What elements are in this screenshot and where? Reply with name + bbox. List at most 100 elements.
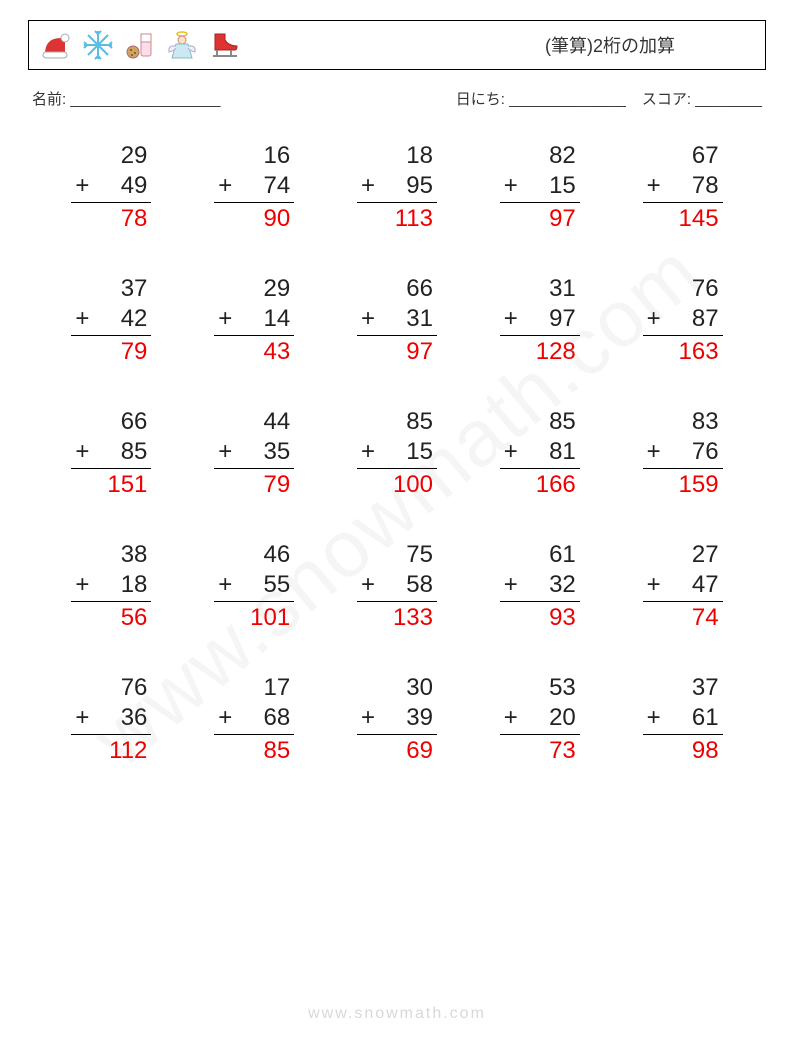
addend-bottom: 81: [549, 437, 580, 467]
problem: 67+78145: [643, 141, 723, 234]
problem: 76+87163: [643, 274, 723, 367]
problem: 37+6198: [643, 673, 723, 766]
addend-top: 37: [121, 274, 152, 304]
addend-bottom-row: +18: [71, 570, 151, 602]
name-label: 名前:: [32, 91, 66, 108]
addend-top: 30: [406, 673, 437, 703]
addend-bottom-row: +61: [643, 703, 723, 735]
problem: 76+36112: [71, 673, 151, 766]
problem: 46+55101: [214, 540, 294, 633]
operator: +: [643, 570, 661, 600]
addend-bottom-row: +81: [500, 437, 580, 469]
addend-bottom-row: +49: [71, 171, 151, 203]
date-field: 日にち: ______________: [456, 88, 626, 109]
addend-top: 76: [692, 274, 723, 304]
name-field: 名前: __________________: [32, 88, 221, 109]
problem: 85+81166: [500, 407, 580, 500]
operator: +: [214, 304, 232, 334]
addend-bottom-row: +14: [214, 304, 294, 336]
addend-top: 83: [692, 407, 723, 437]
problem: 66+3197: [357, 274, 437, 367]
addend-bottom-row: +68: [214, 703, 294, 735]
operator: +: [214, 171, 232, 201]
addend-bottom: 15: [549, 171, 580, 201]
addend-bottom: 32: [549, 570, 580, 600]
addend-bottom-row: +97: [500, 304, 580, 336]
addend-bottom: 42: [121, 304, 152, 334]
addend-bottom-row: +58: [357, 570, 437, 602]
answer: 56: [121, 602, 152, 633]
problem: 31+97128: [500, 274, 580, 367]
addend-top: 66: [406, 274, 437, 304]
addend-bottom: 61: [692, 703, 723, 733]
answer: 97: [549, 203, 580, 234]
addend-top: 44: [263, 407, 294, 437]
score-line: ________: [695, 91, 762, 108]
addend-top: 37: [692, 673, 723, 703]
answer: 69: [406, 735, 437, 766]
addend-bottom: 55: [263, 570, 294, 600]
answer: 101: [250, 602, 294, 633]
answer: 93: [549, 602, 580, 633]
angel-icon: [165, 28, 199, 62]
operator: +: [214, 437, 232, 467]
addend-bottom-row: +35: [214, 437, 294, 469]
addend-bottom: 87: [692, 304, 723, 334]
addend-top: 85: [406, 407, 437, 437]
addend-top: 31: [549, 274, 580, 304]
addend-bottom: 85: [121, 437, 152, 467]
answer: 97: [406, 336, 437, 367]
answer: 79: [263, 469, 294, 500]
addend-top: 75: [406, 540, 437, 570]
problem: 17+6885: [214, 673, 294, 766]
addend-bottom: 15: [406, 437, 437, 467]
addend-bottom-row: +78: [643, 171, 723, 203]
header-box: (筆算)2桁の加算: [28, 20, 766, 70]
addend-top: 82: [549, 141, 580, 171]
addend-bottom: 49: [121, 171, 152, 201]
addend-top: 85: [549, 407, 580, 437]
addend-top: 66: [121, 407, 152, 437]
operator: +: [643, 437, 661, 467]
operator: +: [357, 570, 375, 600]
operator: +: [357, 437, 375, 467]
addend-top: 18: [406, 141, 437, 171]
operator: +: [500, 703, 518, 733]
addend-top: 67: [692, 141, 723, 171]
addend-bottom: 47: [692, 570, 723, 600]
problem: 30+3969: [357, 673, 437, 766]
answer: 112: [109, 735, 151, 766]
answer: 74: [692, 602, 723, 633]
info-right: 日にち: ______________ スコア: ________: [456, 88, 762, 109]
addend-bottom-row: +85: [71, 437, 151, 469]
problem: 82+1597: [500, 141, 580, 234]
addend-bottom-row: +15: [500, 171, 580, 203]
addend-bottom: 31: [406, 304, 437, 334]
problem: 37+4279: [71, 274, 151, 367]
addend-bottom: 74: [263, 171, 294, 201]
addend-top: 53: [549, 673, 580, 703]
answer: 145: [679, 203, 723, 234]
answer: 85: [263, 735, 294, 766]
addend-bottom-row: +15: [357, 437, 437, 469]
problem: 16+7490: [214, 141, 294, 234]
addend-top: 17: [263, 673, 294, 703]
addend-bottom: 58: [406, 570, 437, 600]
addend-top: 38: [121, 540, 152, 570]
operator: +: [643, 171, 661, 201]
operator: +: [357, 703, 375, 733]
operator: +: [71, 304, 89, 334]
footer-link: www.snowmath.com: [308, 1005, 486, 1023]
problems-grid: 29+497816+749018+9511382+159767+7814537+…: [28, 141, 766, 766]
addend-bottom-row: +55: [214, 570, 294, 602]
snowflake-icon: [81, 28, 115, 62]
problem: 44+3579: [214, 407, 294, 500]
problem: 83+76159: [643, 407, 723, 500]
addend-bottom: 18: [121, 570, 152, 600]
problem: 53+2073: [500, 673, 580, 766]
operator: +: [643, 304, 661, 334]
operator: +: [500, 437, 518, 467]
answer: 113: [395, 203, 437, 234]
operator: +: [500, 171, 518, 201]
ice-skate-icon: [207, 28, 241, 62]
